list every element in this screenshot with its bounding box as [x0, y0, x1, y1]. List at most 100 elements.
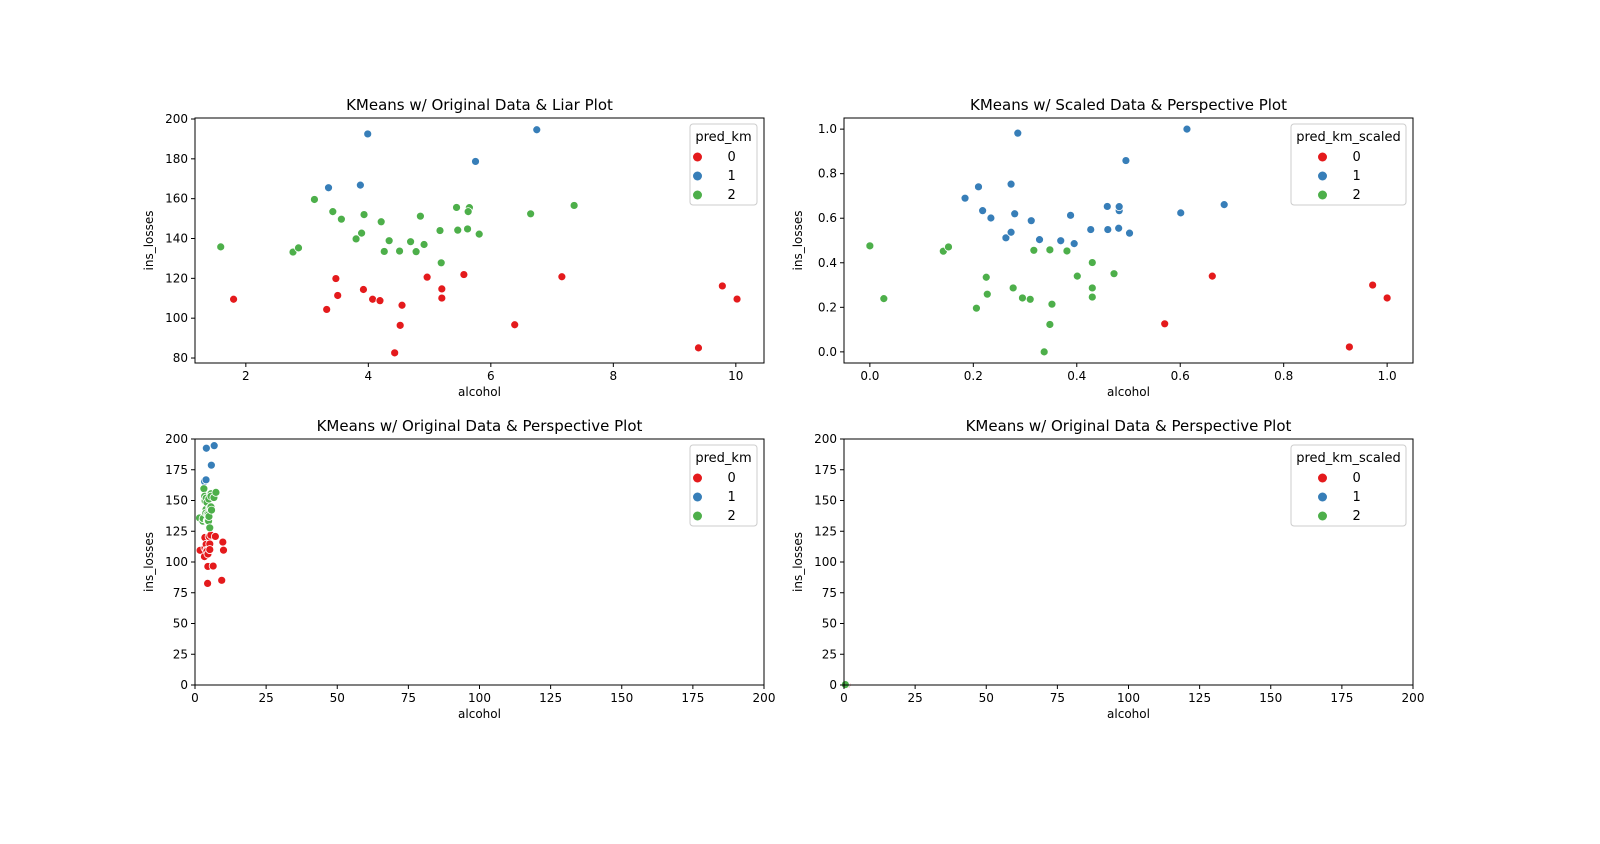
data-point-cluster-2: [1045, 245, 1055, 255]
data-point-cluster-1: [1069, 239, 1079, 249]
data-point-cluster-2: [384, 236, 394, 246]
legend-marker-1: [693, 171, 702, 181]
x-tick-label: 175: [681, 691, 704, 705]
legend-label: 2: [728, 188, 736, 203]
y-tick-label: 100: [165, 311, 188, 325]
x-tick-label: 0: [840, 691, 848, 705]
data-point-cluster-0: [205, 545, 215, 554]
data-point-cluster-0: [422, 272, 432, 282]
data-point-cluster-0: [694, 343, 703, 353]
chart-title: KMeans w/ Original Data & Perspective Pl…: [966, 417, 1292, 435]
y-tick-label: 175: [165, 463, 188, 477]
data-point-cluster-0: [229, 294, 238, 304]
legend-marker-0: [693, 473, 702, 483]
data-point-cluster-0: [333, 291, 343, 300]
legend: pred_km_scaled 0 1 2: [1290, 444, 1407, 527]
legend-box: [689, 444, 758, 527]
legend-marker-1: [1318, 492, 1327, 502]
chart-title: KMeans w/ Original Data & Perspective Pl…: [317, 417, 643, 435]
data-point-cluster-2: [1109, 269, 1119, 279]
data-point-cluster-1: [1035, 235, 1044, 245]
data-point-cluster-2: [436, 258, 446, 268]
x-tick-label: 100: [1117, 691, 1140, 705]
data-point-cluster-2: [351, 234, 361, 244]
y-tick-label: 150: [814, 494, 837, 508]
x-tick-label: 75: [401, 691, 416, 705]
axes-frame: [194, 117, 765, 364]
subplot-2: KMeans w/ Scaled Data & Perspective Plot…: [791, 96, 1414, 399]
data-point-cluster-2: [526, 209, 536, 219]
data-point-cluster-2: [1062, 246, 1072, 256]
data-point-cluster-0: [210, 532, 220, 541]
y-tick-label: 200: [814, 432, 837, 446]
data-point-cluster-2: [1029, 245, 1039, 255]
x-tick-label: 50: [330, 691, 345, 705]
y-tick-label: 125: [814, 524, 837, 538]
legend-box: [1290, 444, 1407, 527]
data-point-cluster-0: [510, 320, 520, 330]
legend-title: pred_km: [695, 130, 751, 145]
data-point-cluster-1: [974, 182, 983, 192]
y-tick-label: 80: [173, 351, 188, 365]
data-point-cluster-1: [1026, 216, 1036, 226]
data-point-cluster-0: [437, 284, 447, 294]
y-tick-label: 0.8: [818, 167, 837, 181]
x-tick-label: 200: [1402, 691, 1425, 705]
legend-label: 0: [1353, 150, 1361, 165]
x-tick-label: 50: [979, 691, 994, 705]
legend-title: pred_km: [695, 451, 751, 466]
data-point-cluster-0: [397, 300, 407, 310]
y-tick-label: 150: [165, 494, 188, 508]
x-tick-label: 75: [1050, 691, 1065, 705]
data-point-cluster-2: [569, 201, 579, 210]
y-tick-label: 140: [165, 232, 188, 246]
x-tick-label: 10: [728, 369, 743, 383]
legend: pred_km_scaled 0 1 2: [1290, 123, 1407, 206]
data-point-cluster-2: [376, 217, 386, 227]
x-tick-label: 0.4: [1067, 369, 1086, 383]
data-point-cluster-1: [209, 441, 219, 451]
data-point-cluster-0: [557, 272, 567, 282]
data-point-cluster-0: [1368, 280, 1378, 290]
y-tick-label: 100: [814, 555, 837, 569]
legend: pred_km 0 1 2: [689, 123, 758, 206]
data-point-cluster-0: [1344, 342, 1354, 352]
legend-title: pred_km_scaled: [1296, 130, 1401, 145]
legend-label: 2: [728, 509, 736, 524]
legend-box: [1290, 123, 1407, 206]
legend-marker-2: [693, 511, 702, 521]
chart-title: KMeans w/ Original Data & Liar Plot: [346, 96, 613, 114]
x-tick-label: 125: [1188, 691, 1211, 705]
y-tick-label: 100: [165, 555, 188, 569]
data-point-cluster-1: [1013, 128, 1023, 138]
y-axis-label: ins_losses: [142, 532, 156, 592]
data-point-cluster-1: [978, 206, 988, 216]
data-point-cluster-2: [207, 505, 216, 515]
legend-title: pred_km_scaled: [1296, 451, 1401, 466]
data-point-cluster-2: [1087, 283, 1097, 293]
x-tick-label: 0: [191, 691, 199, 705]
x-tick-label: 175: [1330, 691, 1353, 705]
y-tick-label: 0.0: [818, 345, 837, 359]
x-tick-label: 150: [610, 691, 633, 705]
data-point-cluster-2: [981, 272, 991, 282]
data-point-cluster-0: [208, 561, 218, 571]
data-point-cluster-1: [1102, 202, 1112, 211]
x-tick-label: 0.6: [1171, 369, 1190, 383]
data-point-cluster-1: [1114, 223, 1124, 233]
y-tick-label: 75: [822, 586, 837, 600]
data-point-cluster-0: [437, 293, 447, 303]
data-point-cluster-2: [474, 229, 484, 239]
x-tick-label: 0.2: [964, 369, 983, 383]
legend-label: 1: [1353, 169, 1361, 184]
data-point-cluster-1: [355, 180, 365, 190]
data-point-cluster-2: [1087, 258, 1097, 267]
data-point-cluster-1: [206, 460, 216, 470]
y-tick-label: 120: [165, 271, 188, 285]
data-point-cluster-1: [1006, 227, 1016, 237]
data-point-cluster-0: [359, 285, 368, 294]
x-tick-label: 125: [539, 691, 562, 705]
x-tick-label: 200: [753, 691, 776, 705]
y-tick-label: 0: [180, 678, 188, 692]
data-point-cluster-2: [865, 241, 875, 251]
